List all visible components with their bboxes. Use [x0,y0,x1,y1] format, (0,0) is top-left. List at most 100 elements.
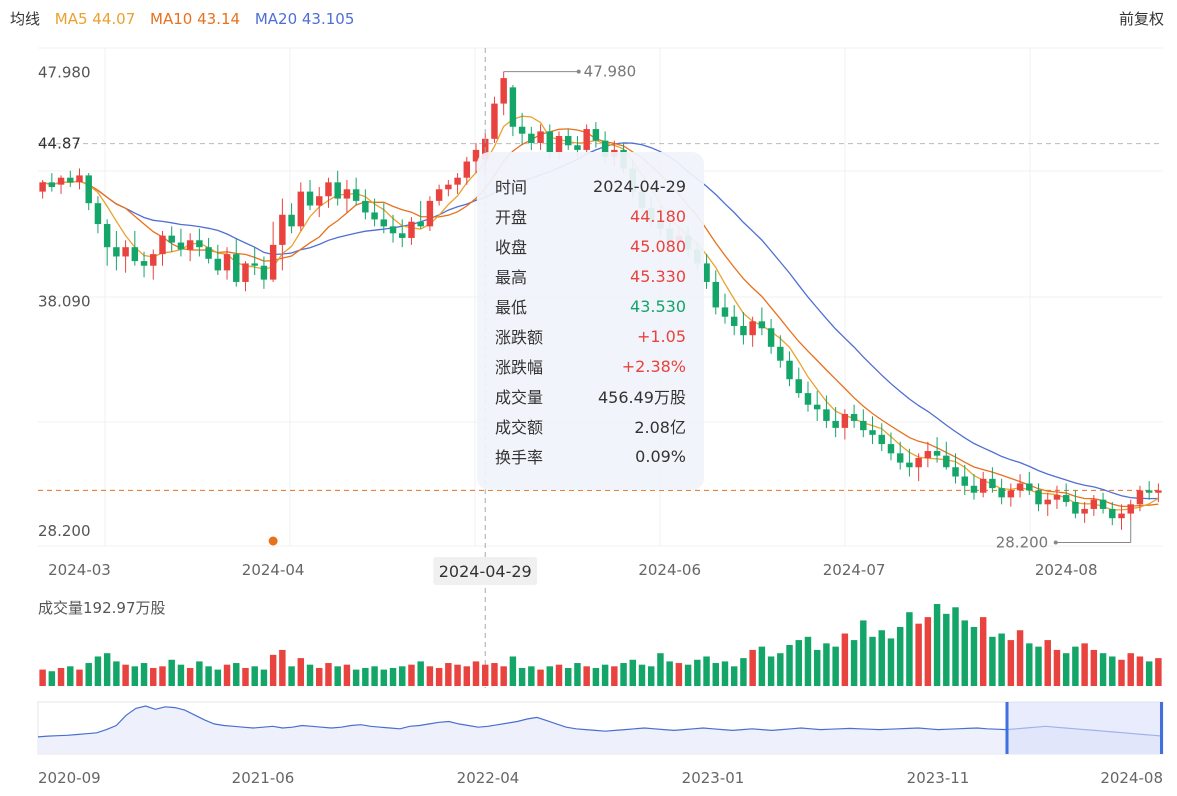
candle [57,175,65,194]
tooltip-value: 0.09% [635,446,686,466]
candle [509,85,517,137]
candle-body [122,247,129,257]
candle [343,180,351,213]
volume-bar [491,663,498,686]
candle [454,173,461,194]
candle-body [131,247,139,262]
volume-bar [611,666,618,686]
tooltip-value: 2024-04-29 [593,176,686,196]
candle-body [896,453,904,463]
candle-body [39,182,46,192]
volume-bar [168,659,175,686]
candle [316,186,323,218]
ma5-legend: MA5 44.07 [54,10,136,28]
candle [1035,483,1042,512]
volume-bar [186,667,194,686]
candle-body [1016,483,1024,491]
volume-bar [233,663,240,686]
candle [168,226,175,252]
volume-bar [67,666,74,686]
volume-bar [592,667,600,686]
candle-body [260,265,268,280]
volume-bar [205,666,212,686]
navigator-tick-label: 2024-08 [1100,769,1163,787]
volume-bar [1016,630,1024,686]
tooltip-row: 成交量 456.49万股 [495,384,686,408]
candle-body [168,235,175,243]
candle [131,230,139,266]
ma20-legend: MA20 43.105 [254,10,355,28]
navigator-handle-left[interactable] [1005,702,1009,754]
candle [1072,490,1079,519]
candle [850,404,858,428]
ma-legend: 均线 MA5 44.07 MA10 43.14 MA20 43.105 [10,8,364,29]
candle-body [177,242,185,250]
candle [380,203,388,234]
candle [841,409,849,440]
volume-bar [269,654,277,686]
candle-body [103,224,111,248]
volume-bar [103,653,111,686]
candle [712,270,719,315]
candle [1016,474,1024,498]
candle [122,240,129,273]
volume-bar [537,669,544,686]
candle [500,71,507,116]
candle [952,453,959,484]
volume-bar [122,664,129,686]
navigator-tick-label: 2023-01 [682,769,745,787]
candle-body [223,254,231,271]
volume-bar [177,664,185,686]
candle [223,247,231,280]
navigator-tick-label: 2020-09 [38,769,101,787]
candle [1062,483,1070,507]
candle-body [1136,490,1144,505]
candle-body [306,191,314,206]
tooltip-key: 收盘 [495,238,528,257]
volume-bar [362,667,369,686]
volume-bar [804,636,812,686]
volume-bar [703,656,710,686]
volume-bar [509,656,517,686]
candle-body [472,149,480,162]
candle-body [749,321,756,336]
candle-body [601,140,609,157]
candle [528,126,535,150]
volume-bar [979,617,987,686]
volume-bar [371,666,378,686]
tooltip-value: 45.080 [630,236,686,256]
volume-bar [85,663,92,686]
candle [933,437,941,463]
candle-body [1090,499,1098,509]
candle-body [730,316,738,326]
tooltip-row: 最低 43.530 [495,294,686,318]
candle-body [325,182,332,197]
volume-bar [767,656,775,686]
candle [417,200,424,229]
volume-bar [1044,640,1051,686]
candle [463,156,471,185]
volume-bar [869,636,876,686]
candle-body [740,325,747,336]
candle-body [288,214,295,227]
candle-body [334,182,341,199]
candle-body [952,467,959,477]
volume-bar [555,664,563,686]
candle [1099,492,1107,514]
candle [721,293,729,324]
x-tick-label: 2024-04 [242,561,305,579]
tooltip-value: 45.330 [630,266,686,286]
candle [362,189,369,220]
volume-bar [749,649,756,686]
volume-bar [1035,646,1042,686]
volume-bar [638,664,646,686]
tooltip-row: 涨跌额 +1.05 [495,324,686,348]
candle [186,233,194,262]
candle-body [564,136,572,146]
navigator-handle-right[interactable] [1160,702,1163,754]
y-tick-label: 38.090 [38,293,91,311]
price-adjust-button[interactable]: 前复权 [1118,10,1164,28]
volume-bar [1118,659,1125,686]
candle-body [417,221,424,227]
tooltip-value: 456.49万股 [598,388,686,407]
